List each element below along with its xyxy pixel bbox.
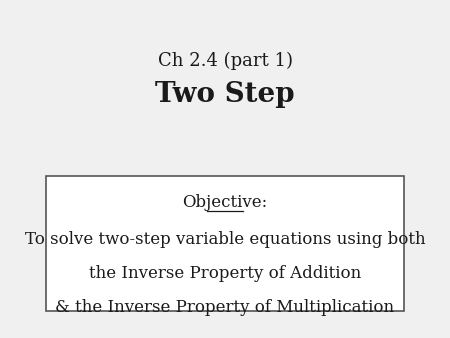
Text: To solve two-step variable equations using both: To solve two-step variable equations usi… [25, 232, 425, 248]
Text: the Inverse Property of Addition: the Inverse Property of Addition [89, 265, 361, 282]
Text: & the Inverse Property of Multiplication: & the Inverse Property of Multiplication [55, 299, 395, 316]
Text: Ch 2.4 (part 1): Ch 2.4 (part 1) [158, 52, 292, 70]
FancyBboxPatch shape [46, 176, 404, 311]
Text: Two Step: Two Step [155, 81, 295, 108]
Text: Objective:: Objective: [182, 194, 268, 211]
